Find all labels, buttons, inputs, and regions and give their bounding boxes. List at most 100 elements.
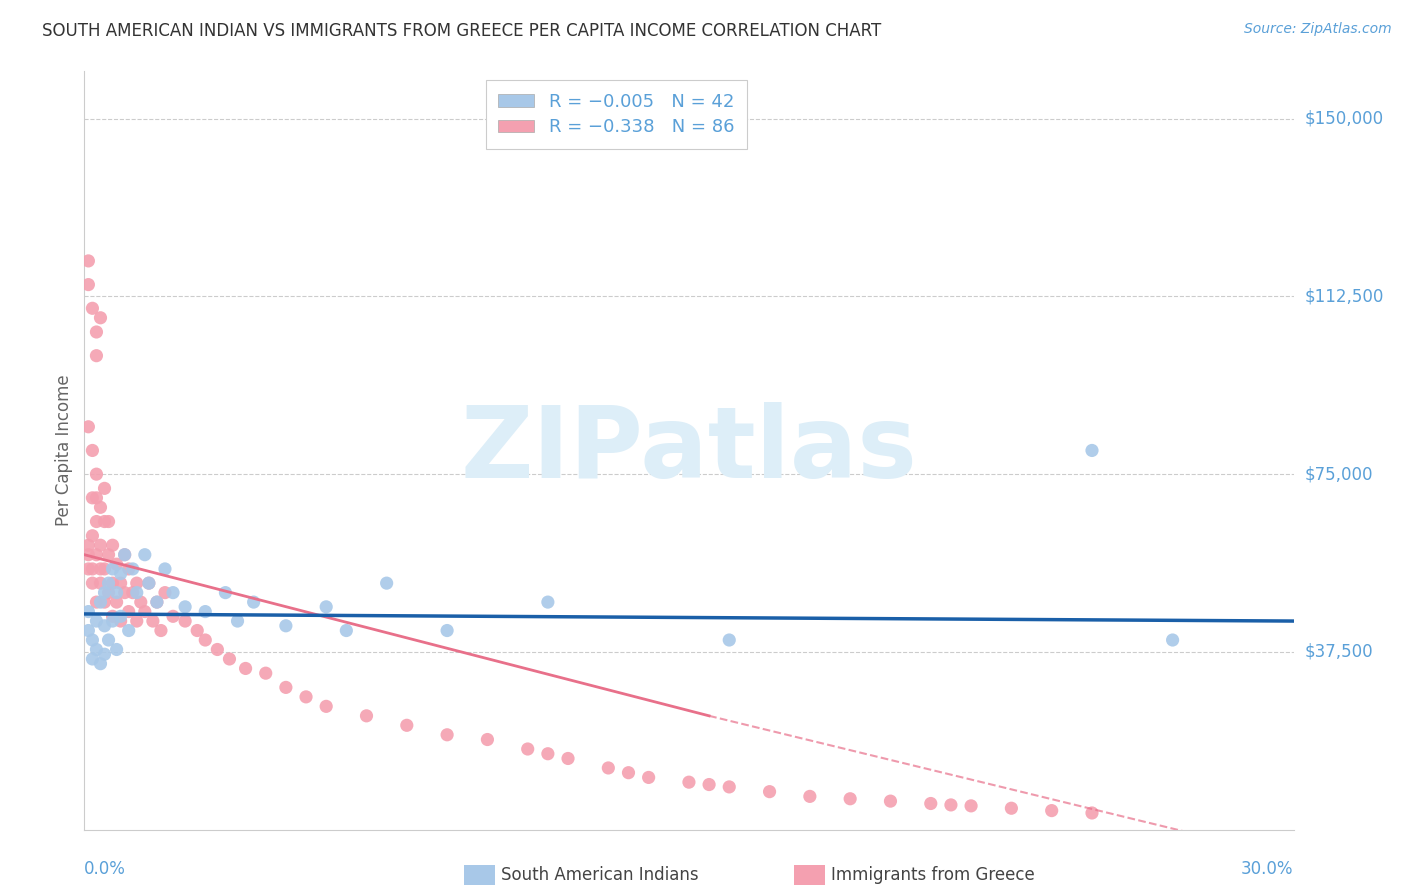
Point	[89, 576, 111, 591]
Y-axis label: Per Capita Income: Per Capita Income	[55, 375, 73, 526]
Point	[218, 652, 240, 666]
Point	[375, 576, 398, 591]
Point	[149, 624, 172, 638]
Point	[274, 681, 297, 695]
Point	[86, 349, 108, 363]
Point	[77, 605, 100, 619]
Text: $112,500: $112,500	[1305, 287, 1384, 305]
Point	[89, 657, 111, 671]
Point	[477, 732, 499, 747]
Point	[77, 277, 100, 292]
Point	[89, 595, 111, 609]
Point	[758, 785, 780, 799]
Point	[939, 797, 962, 812]
Point	[89, 562, 111, 576]
Point	[125, 585, 148, 599]
Point	[93, 595, 115, 609]
Text: 0.0%: 0.0%	[84, 860, 127, 878]
Point	[125, 614, 148, 628]
Point	[516, 742, 538, 756]
Point	[162, 585, 184, 599]
Point	[121, 562, 143, 576]
Point	[101, 538, 124, 552]
Legend: R = −0.005   N = 42, R = −0.338   N = 86: R = −0.005 N = 42, R = −0.338 N = 86	[485, 80, 747, 149]
Point	[121, 585, 143, 599]
Point	[93, 515, 115, 529]
Point	[162, 609, 184, 624]
Point	[97, 576, 120, 591]
Text: $37,500: $37,500	[1305, 643, 1374, 661]
Point	[97, 515, 120, 529]
Point	[194, 605, 217, 619]
Point	[235, 661, 257, 675]
Point	[125, 576, 148, 591]
Point	[718, 780, 741, 794]
Point	[153, 562, 176, 576]
Point	[86, 595, 108, 609]
Point	[97, 548, 120, 562]
Point	[839, 791, 862, 805]
Point	[93, 585, 115, 599]
Text: $75,000: $75,000	[1305, 465, 1374, 483]
Point	[86, 614, 108, 628]
Point	[315, 699, 337, 714]
Point	[82, 576, 104, 591]
Point	[537, 595, 560, 609]
Point	[1040, 804, 1063, 818]
Point	[86, 642, 108, 657]
Point	[138, 576, 160, 591]
Point	[118, 624, 141, 638]
Point	[89, 538, 111, 552]
Point	[110, 609, 132, 624]
Point	[110, 614, 132, 628]
Point	[82, 491, 104, 505]
Point	[1000, 801, 1022, 815]
Point	[86, 548, 108, 562]
Text: Immigrants from Greece: Immigrants from Greece	[831, 866, 1035, 884]
Point	[174, 599, 197, 614]
Point	[82, 529, 104, 543]
Point	[101, 576, 124, 591]
Point	[436, 624, 458, 638]
Point	[114, 548, 136, 562]
Point	[153, 585, 176, 599]
Text: SOUTH AMERICAN INDIAN VS IMMIGRANTS FROM GREECE PER CAPITA INCOME CORRELATION CH: SOUTH AMERICAN INDIAN VS IMMIGRANTS FROM…	[42, 22, 882, 40]
Point	[315, 599, 337, 614]
Point	[598, 761, 620, 775]
Point	[77, 538, 100, 552]
Point	[295, 690, 318, 704]
Point	[637, 771, 659, 785]
Point	[879, 794, 901, 808]
Point	[960, 798, 983, 813]
Point	[557, 751, 579, 765]
Point	[114, 548, 136, 562]
Point	[129, 595, 152, 609]
Point	[93, 619, 115, 633]
Point	[110, 576, 132, 591]
Point	[335, 624, 357, 638]
Point	[194, 633, 217, 648]
Point	[142, 614, 165, 628]
Point	[1081, 443, 1104, 458]
Point	[226, 614, 249, 628]
Point	[77, 253, 100, 268]
Point	[86, 325, 108, 339]
Text: ZIPatlas: ZIPatlas	[461, 402, 917, 499]
Point	[77, 419, 100, 434]
Point	[697, 778, 720, 792]
Text: South American Indians: South American Indians	[501, 866, 699, 884]
Point	[134, 605, 156, 619]
Point	[146, 595, 169, 609]
Point	[86, 491, 108, 505]
Text: 30.0%: 30.0%	[1241, 860, 1294, 878]
Point	[799, 789, 821, 804]
Point	[105, 585, 128, 599]
Text: $150,000: $150,000	[1305, 110, 1384, 128]
Point	[436, 728, 458, 742]
Point	[93, 482, 115, 496]
Point	[77, 624, 100, 638]
Point	[101, 614, 124, 628]
Point	[110, 566, 132, 581]
Point	[718, 633, 741, 648]
Point	[105, 557, 128, 572]
